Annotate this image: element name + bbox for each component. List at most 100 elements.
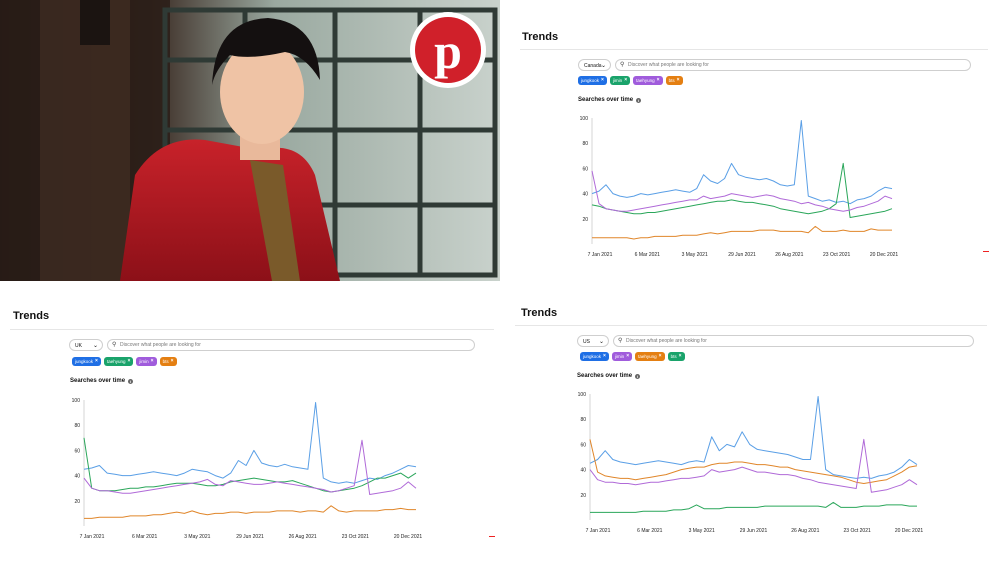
term-chip[interactable]: bts ×: [665, 76, 683, 85]
search-input[interactable]: ⚲ Discover what people are looking for: [107, 339, 475, 351]
y-tick-label: 80: [582, 141, 588, 147]
region-select[interactable]: Canada ⌄: [578, 59, 611, 71]
series-line: [83, 402, 417, 484]
term-chip[interactable]: jungkook ×: [578, 76, 607, 85]
term-chips: jungkook × jimin × taehyung × bts ×: [580, 352, 685, 361]
term-chip[interactable]: jungkook ×: [580, 352, 609, 361]
y-tick-label: 100: [578, 392, 587, 398]
x-tick-label: 23 Oct 2021: [342, 534, 369, 540]
close-icon[interactable]: ×: [678, 353, 682, 359]
close-icon[interactable]: ×: [656, 77, 660, 83]
term-chip-label: jimin: [139, 359, 149, 364]
series-line: [84, 505, 416, 519]
term-chip[interactable]: jimin ×: [611, 352, 633, 361]
term-chip[interactable]: bts ×: [159, 357, 177, 366]
series-line: [83, 439, 417, 495]
close-icon[interactable]: ×: [150, 358, 154, 364]
y-tick-label: 100: [580, 116, 589, 122]
chart-svg: 20 40 60 80 100 7 Jan 2021 6 Mar 2021 3 May 202…: [578, 392, 924, 534]
x-tick-label: 26 Aug 2021: [289, 534, 317, 540]
chevron-down-icon: ⌄: [600, 63, 606, 69]
close-icon[interactable]: ×: [95, 358, 98, 364]
title-divider: [515, 325, 987, 326]
x-tick-label: 3 May 2021: [184, 534, 210, 540]
close-icon[interactable]: ×: [676, 77, 680, 83]
search-icon: ⚲: [620, 62, 625, 68]
chevron-down-icon: ⌄: [598, 339, 604, 345]
line-chart-uk: 20 40 60 80 100 7 Jan 2021 6 Mar 2021 3 May 202…: [62, 394, 423, 549]
term-chip-label: bts: [670, 354, 677, 359]
term-chip[interactable]: taehyung ×: [633, 76, 663, 85]
region-select[interactable]: US ⌄: [577, 335, 609, 347]
info-icon[interactable]: i: [635, 373, 641, 379]
close-icon[interactable]: ×: [170, 358, 174, 364]
trends-panel-canada: Trends Canada ⌄ ⚲ Discover what people are…: [510, 22, 990, 262]
y-tick-label: 60: [582, 166, 588, 172]
x-tick-label: 6 Mar 2021: [635, 252, 661, 258]
close-icon[interactable]: ×: [601, 77, 604, 83]
y-tick-label: 40: [580, 468, 586, 474]
term-chip[interactable]: taehyung ×: [635, 352, 665, 361]
x-tick-label: 20 Dec 2021: [870, 252, 899, 258]
close-icon[interactable]: ×: [127, 358, 131, 364]
series-line: [589, 439, 918, 484]
close-icon[interactable]: ×: [626, 353, 630, 359]
search-icon: ⚲: [112, 342, 117, 348]
y-tick-label: 100: [72, 398, 81, 404]
panel-title: Trends: [522, 31, 559, 43]
term-chip-label: jungkook: [75, 359, 94, 364]
chart-svg: 20 40 60 80 100 7 Jan 2021 6 Mar 2021 3 May 202…: [72, 398, 423, 540]
term-chip[interactable]: jimin ×: [136, 357, 157, 366]
line-chart-us: 20 40 60 80 100 7 Jan 2021 6 Mar 2021 3 May 202…: [568, 388, 924, 543]
x-tick-label: 29 Jun 2021: [236, 534, 264, 540]
region-value: Canada: [584, 63, 602, 69]
x-tick-label: 29 Jun 2021: [740, 528, 768, 534]
title-divider: [520, 49, 988, 50]
term-chips: jungkook × taehyung × jimin × bts ×: [72, 357, 177, 366]
y-tick-label: 80: [580, 417, 586, 423]
trends-panel-us: Trends US ⌄ ⚲ Discover what people are loo…: [510, 298, 990, 543]
term-chip-label: bts: [162, 359, 169, 364]
search-icon: ⚲: [618, 338, 623, 344]
series-line: [590, 501, 917, 513]
term-chip[interactable]: taehyung ×: [103, 357, 134, 366]
promo-photo: p: [0, 0, 500, 281]
region-select[interactable]: UK ⌄: [69, 339, 103, 351]
title-divider: [10, 329, 494, 330]
y-tick-label: 20: [580, 493, 586, 499]
term-chip[interactable]: jimin ×: [609, 76, 631, 85]
x-tick-label: 23 Oct 2021: [844, 528, 871, 534]
term-chip[interactable]: jungkook ×: [72, 357, 101, 366]
term-chip[interactable]: bts ×: [667, 352, 685, 361]
series-line: [592, 225, 892, 240]
panel-title: Trends: [521, 307, 558, 319]
y-tick-label: 60: [74, 448, 80, 454]
close-icon[interactable]: ×: [658, 353, 662, 359]
search-input[interactable]: ⚲ Discover what people are looking for: [615, 59, 971, 71]
y-tick-label: 80: [74, 423, 80, 429]
search-placeholder: Discover what people are looking for: [628, 62, 709, 68]
term-chip-label: jimin: [614, 354, 625, 359]
info-icon[interactable]: i: [128, 378, 134, 384]
close-icon[interactable]: ×: [603, 353, 606, 359]
search-input[interactable]: ⚲ Discover what people are looking for: [613, 335, 974, 347]
info-icon[interactable]: i: [636, 97, 642, 103]
x-tick-label: 7 Jan 2021: [588, 252, 613, 258]
series-line: [591, 162, 893, 218]
search-placeholder: Discover what people are looking for: [120, 342, 201, 348]
series-line: [589, 396, 918, 479]
term-chip-label: bts: [668, 78, 675, 83]
red-mark: [489, 536, 495, 537]
series-line: [83, 437, 417, 493]
x-tick-label: 20 Dec 2021: [394, 534, 423, 540]
chart-title: Searches over time: [70, 378, 126, 384]
red-mark: [983, 251, 989, 252]
series-line: [589, 438, 918, 493]
panel-title: Trends: [13, 310, 50, 322]
x-tick-label: 29 Jun 2021: [728, 252, 756, 258]
close-icon[interactable]: ×: [624, 77, 628, 83]
search-placeholder: Discover what people are looking for: [626, 338, 707, 344]
x-tick-label: 7 Jan 2021: [586, 528, 611, 534]
x-tick-label: 7 Jan 2021: [80, 534, 105, 540]
term-chip-label: taehyung: [638, 354, 657, 359]
